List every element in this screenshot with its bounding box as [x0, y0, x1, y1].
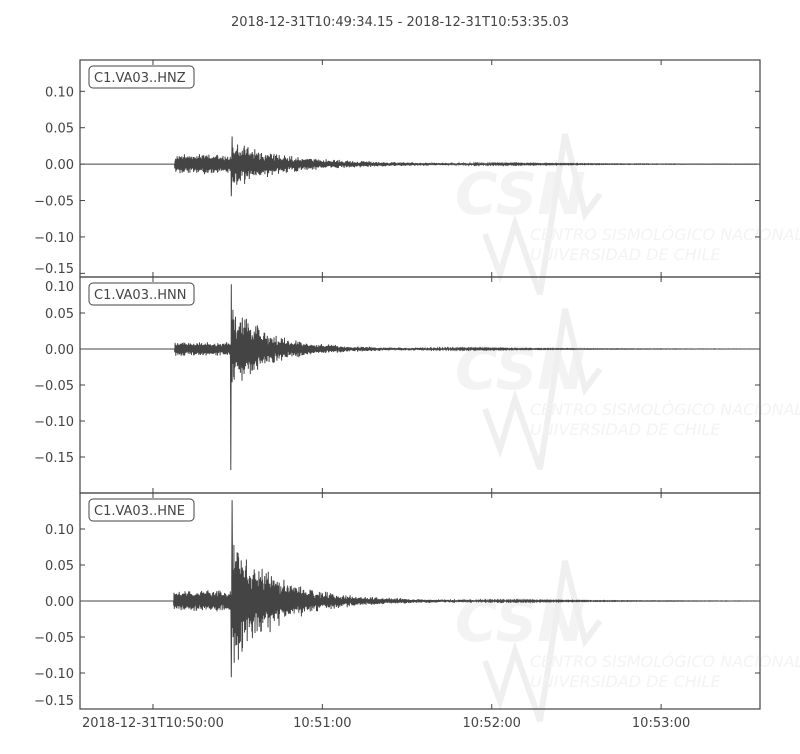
watermark-line1: CENTRO SISMOLÓGICO NACIONAL	[530, 400, 800, 419]
channel-label-box	[88, 498, 195, 522]
y-tick-label: −0.10	[34, 415, 74, 430]
x-ticks-group: 2018-12-31T10:50:00 10:51:00 10:52:00 10:53…	[82, 716, 690, 731]
y-tick-label: −0.15	[34, 451, 74, 466]
channel-label-text: C1.VA03..HNZ	[94, 71, 186, 86]
panel-frame	[79, 276, 761, 494]
y-tick-label: −0.15	[34, 262, 74, 277]
channel-label-text: C1.VA03..HNN	[94, 288, 186, 303]
channel-label: C1.VA03..HNZ	[88, 65, 195, 89]
y-tick-label: 0.05	[45, 559, 74, 574]
waveform-trace-C1.VA03..HNZ	[80, 136, 758, 197]
y-tick-label: 0.10	[45, 85, 74, 100]
watermark-logo: CSN	[455, 335, 586, 403]
y-tick-label: 0.00	[45, 343, 74, 358]
x-tick-label: 10:52:00	[463, 716, 521, 731]
channel-label-box	[88, 65, 195, 89]
watermark-line2: UNIVERSIDAD DE CHILE	[530, 672, 721, 691]
x-tick-label: 10:53:00	[632, 716, 690, 731]
watermark-wave	[482, 560, 603, 723]
watermark-logo: CSN	[455, 587, 586, 655]
watermark-wave	[482, 133, 603, 296]
waveform-trace-C1.VA03..HNN	[80, 284, 758, 471]
y-tick-label: −0.05	[34, 631, 74, 646]
watermark-wave	[482, 308, 603, 471]
watermark-logo: CSN	[455, 160, 586, 228]
y-tick-label: −0.10	[34, 667, 74, 682]
channel-label-text: C1.VA03..HNE	[94, 504, 185, 519]
channel-label-box	[88, 282, 195, 306]
watermark-line1: CENTRO SISMOLÓGICO NACIONAL	[530, 652, 800, 671]
y-tick-label: 0.00	[45, 595, 74, 610]
y-tick-label: 0.05	[45, 307, 74, 322]
y-tick-label: −0.10	[34, 231, 74, 246]
watermark-line2: UNIVERSIDAD DE CHILE	[530, 245, 721, 264]
waveform-trace-C1.VA03..HNE	[80, 500, 758, 678]
x-tick-label: 10:51:00	[293, 716, 351, 731]
y-tick-label: 0.10	[45, 523, 74, 538]
channel-label: C1.VA03..HNE	[88, 498, 195, 522]
y-tick-label: −0.05	[34, 379, 74, 394]
y-tick-label: −0.15	[34, 694, 74, 709]
y-tick-label: −0.05	[34, 195, 74, 210]
channel-label: C1.VA03..HNN	[88, 282, 195, 306]
chart-title: 2018-12-31T10:49:34.15 - 2018-12-31T10:5…	[231, 15, 569, 30]
y-tick-label: 0.10	[45, 280, 74, 295]
x-tick-label: 2018-12-31T10:50:00	[82, 716, 224, 731]
watermark-line1: CENTRO SISMOLÓGICO NACIONAL	[530, 225, 800, 244]
y-tick-label: 0.05	[45, 122, 74, 137]
y-tick-label: 0.00	[45, 158, 74, 173]
watermark-line2: UNIVERSIDAD DE CHILE	[530, 420, 721, 439]
